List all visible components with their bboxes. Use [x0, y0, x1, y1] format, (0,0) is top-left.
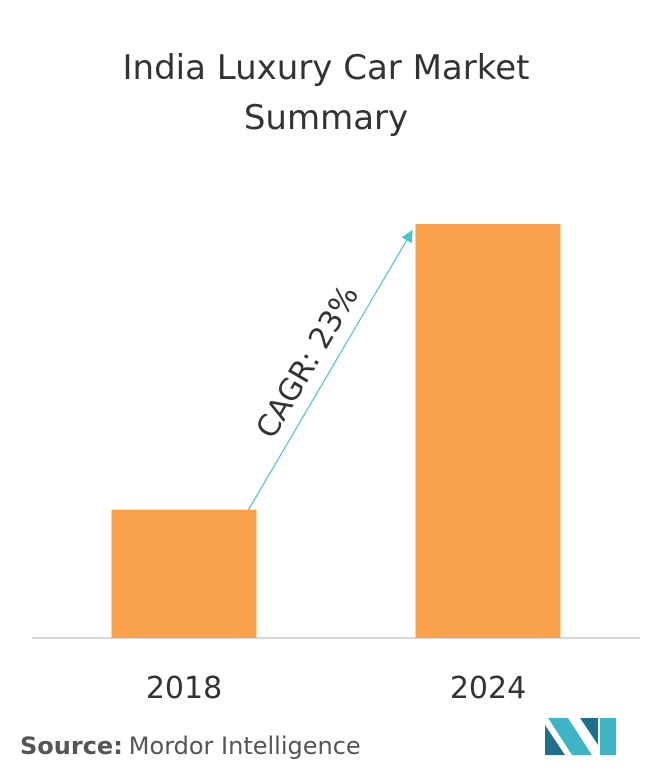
- bar: [111, 509, 257, 638]
- source-label: Source:: [20, 732, 123, 760]
- cagr-arrow: [247, 229, 413, 510]
- logo: [545, 718, 616, 755]
- source-name: Mordor Intelligence: [129, 732, 361, 760]
- bar: [415, 224, 561, 638]
- chart-title: Summary: [244, 98, 408, 138]
- x-tick-label: 2024: [450, 671, 526, 706]
- cagr-label: CAGR: 23%: [250, 280, 366, 445]
- x-tick-label: 2018: [146, 671, 222, 706]
- chart-title: India Luxury Car Market: [123, 48, 530, 88]
- source: Source: Mordor Intelligence: [20, 732, 361, 760]
